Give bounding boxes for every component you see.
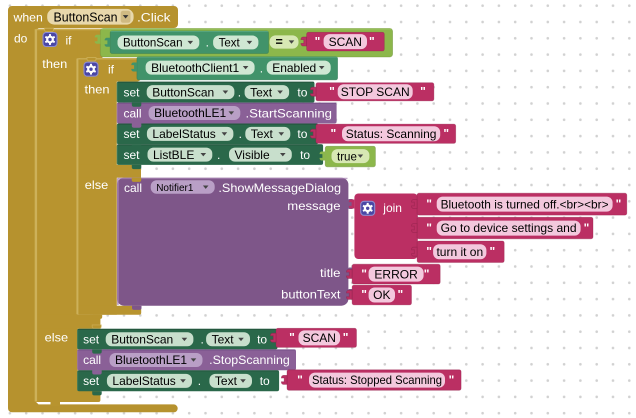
svg-text:set: set: [124, 127, 141, 141]
svg-text:SCAN: SCAN: [303, 331, 336, 345]
svg-text:": ": [426, 221, 432, 235]
svg-text:OK: OK: [373, 288, 390, 302]
svg-text:Notifier1: Notifier1: [156, 183, 194, 194]
svg-text:.StopScanning: .StopScanning: [209, 353, 290, 367]
svg-text:then: then: [42, 57, 67, 71]
svg-text:Bluetooth is turned off.<br><b: Bluetooth is turned off.<br><br>: [441, 197, 609, 211]
svg-text:": ": [329, 85, 335, 99]
svg-text:ButtonScan: ButtonScan: [54, 11, 118, 25]
svg-text:to: to: [300, 148, 310, 162]
svg-text:set: set: [83, 374, 100, 388]
svg-text:": ": [315, 34, 321, 48]
svg-text:else: else: [85, 178, 109, 192]
svg-text:message: message: [287, 199, 341, 213]
svg-text:": ": [489, 244, 495, 258]
svg-text:when: when: [12, 11, 42, 25]
svg-text:": ": [424, 267, 430, 281]
svg-text:": ": [361, 267, 367, 281]
svg-text:": ": [330, 126, 336, 140]
svg-text:": ": [426, 244, 432, 258]
svg-text:set: set: [124, 86, 141, 100]
svg-text:SCAN: SCAN: [329, 35, 362, 49]
svg-text:to: to: [257, 332, 267, 346]
svg-text:do: do: [14, 31, 28, 45]
svg-text:BluetoothLE1: BluetoothLE1: [115, 353, 187, 367]
svg-text:": ": [443, 126, 449, 140]
svg-text:": ": [420, 85, 426, 99]
svg-text:Visible: Visible: [235, 148, 270, 162]
svg-text:": ": [297, 373, 303, 387]
svg-text:": ": [397, 288, 403, 302]
svg-text:ListBLE: ListBLE: [153, 148, 194, 162]
svg-text:": ": [616, 197, 622, 211]
svg-text:Enabled: Enabled: [272, 61, 316, 75]
svg-text:join: join: [382, 201, 402, 215]
svg-text:to: to: [297, 86, 307, 100]
svg-text:title: title: [320, 266, 341, 280]
svg-text:ButtonScan: ButtonScan: [152, 85, 214, 99]
svg-text:.StartScanning: .StartScanning: [246, 106, 333, 120]
svg-text:turn it on: turn it on: [436, 245, 483, 259]
svg-text:BluetoothLE1: BluetoothLE1: [154, 106, 226, 120]
svg-text:Text: Text: [212, 333, 235, 347]
svg-text:STOP SCAN: STOP SCAN: [341, 85, 410, 99]
svg-text:true: true: [337, 149, 357, 163]
svg-text:to: to: [297, 127, 307, 141]
svg-text:LabelStatus: LabelStatus: [152, 127, 215, 141]
svg-text:if: if: [66, 34, 73, 48]
svg-text:": ": [449, 373, 455, 387]
svg-text:then: then: [85, 83, 110, 97]
svg-text:": ": [426, 197, 432, 211]
svg-text:call: call: [124, 181, 142, 195]
svg-text:.: .: [260, 62, 263, 76]
svg-text:=: =: [276, 35, 283, 49]
svg-text:Text: Text: [250, 85, 273, 99]
svg-text:set: set: [124, 148, 141, 162]
svg-text:.: .: [198, 374, 201, 388]
svg-text:ButtonScan: ButtonScan: [123, 38, 182, 50]
svg-text:Text: Text: [251, 127, 274, 141]
svg-text:.: .: [206, 36, 209, 50]
svg-text:": ": [584, 221, 590, 235]
svg-text:BluetoothClient1: BluetoothClient1: [151, 61, 239, 75]
svg-text:.: .: [238, 86, 241, 100]
svg-text:": ": [343, 331, 349, 345]
svg-text:set: set: [83, 332, 100, 346]
svg-text:.ShowMessageDialog: .ShowMessageDialog: [218, 181, 341, 195]
svg-text:ButtonScan: ButtonScan: [111, 333, 173, 347]
svg-text:else: else: [45, 331, 69, 345]
svg-text:.: .: [239, 127, 242, 141]
svg-text:.: .: [201, 332, 204, 346]
svg-text:.: .: [217, 148, 220, 162]
svg-text:": ": [289, 331, 295, 345]
svg-text:": ": [369, 34, 375, 48]
svg-text:if: if: [108, 63, 115, 77]
svg-text:ERROR: ERROR: [374, 267, 418, 281]
svg-text:call: call: [124, 106, 142, 120]
svg-text:Go to device settings and: Go to device settings and: [441, 221, 577, 235]
svg-text:": ": [361, 288, 367, 302]
svg-text:Text: Text: [219, 38, 241, 50]
svg-text:.Click: .Click: [137, 11, 172, 25]
svg-text:Text: Text: [215, 374, 238, 388]
svg-text:to: to: [260, 374, 270, 388]
svg-text:buttonText: buttonText: [281, 287, 341, 301]
svg-text:call: call: [83, 353, 101, 367]
svg-text:LabelStatus: LabelStatus: [112, 374, 175, 388]
svg-text:Status: Scanning: Status: Scanning: [346, 127, 437, 141]
svg-text:Status: Stopped Scanning: Status: Stopped Scanning: [312, 373, 442, 387]
